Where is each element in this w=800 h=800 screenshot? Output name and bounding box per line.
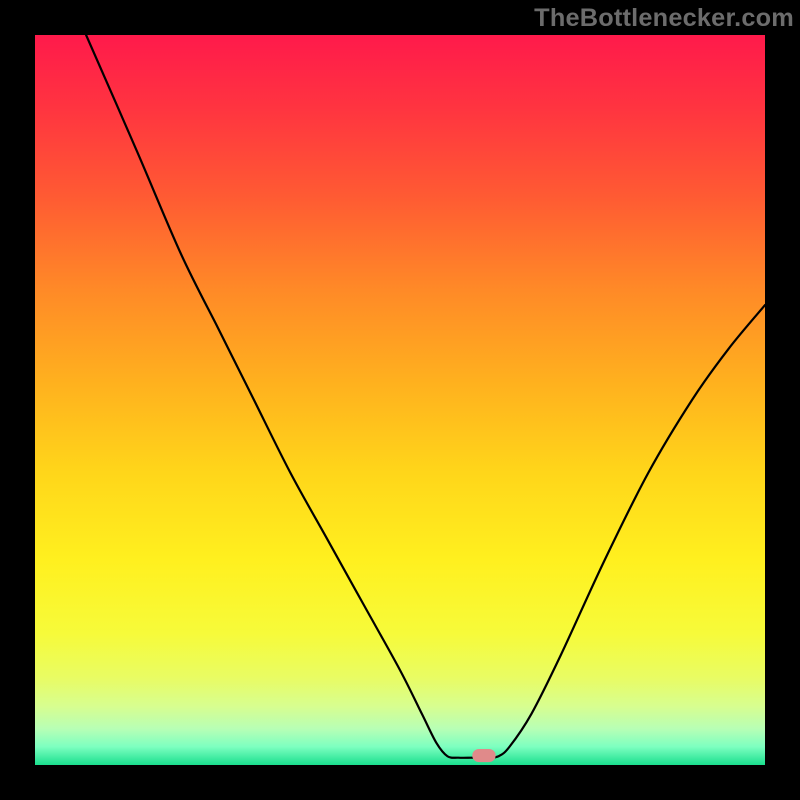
chart-frame: TheBottlenecker.com <box>0 0 800 800</box>
plot-area <box>35 35 765 765</box>
gradient-background <box>35 35 765 765</box>
watermark-text: TheBottlenecker.com <box>534 4 794 33</box>
plot-svg <box>35 35 765 765</box>
optimal-point-marker <box>472 749 495 762</box>
